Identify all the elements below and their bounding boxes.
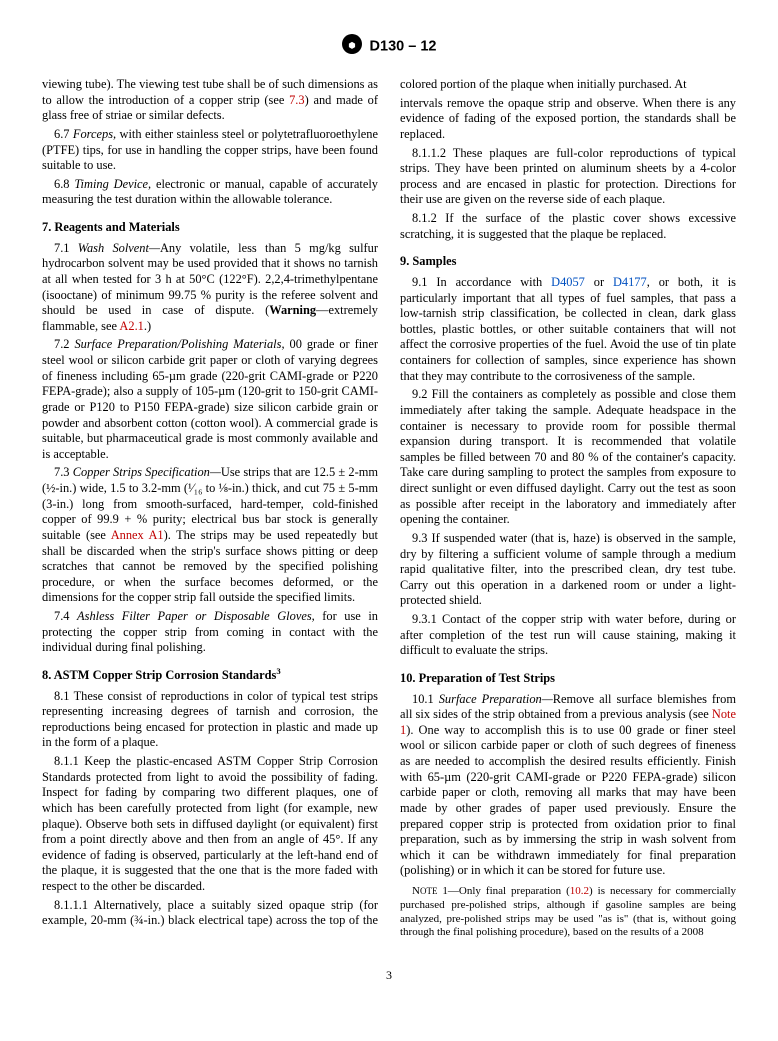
page-header: ⬢ D130 – 12 bbox=[42, 34, 736, 59]
document-page: ⬢ D130 – 12 viewing tube). The viewing t… bbox=[0, 0, 778, 1011]
para-8.1.1.1-b: intervals remove the opaque strip and ob… bbox=[400, 96, 736, 143]
para-8.1.1.2: 8.1.1.2 These plaques are full-color rep… bbox=[400, 146, 736, 209]
para-6.6-continued: viewing tube). The viewing test tube sha… bbox=[42, 77, 378, 124]
para-10.1: 10.1 Surface Preparation—Remove all surf… bbox=[400, 692, 736, 880]
para-7.3: 7.3 Copper Strips Specification—Use stri… bbox=[42, 465, 378, 606]
ref-10.2: 10.2 bbox=[570, 885, 589, 897]
page-number: 3 bbox=[42, 968, 736, 983]
ref-a2.1: A2.1 bbox=[119, 319, 143, 333]
para-8.1.1: 8.1.1 Keep the plastic-encased ASTM Copp… bbox=[42, 754, 378, 895]
section-10-head: 10. Preparation of Test Strips bbox=[400, 671, 736, 687]
para-7.1: 7.1 Wash Solvent—Any volatile, less than… bbox=[42, 241, 378, 335]
ref-annex-a1: Annex A1 bbox=[111, 528, 164, 542]
section-7-head: 7. Reagents and Materials bbox=[42, 220, 378, 236]
note-1: NOTE 1—Only final preparation (10.2) is … bbox=[400, 885, 736, 940]
section-8-head: 8. ASTM Copper Strip Corrosion Standards… bbox=[42, 668, 378, 684]
svg-text:⬢: ⬢ bbox=[348, 41, 355, 50]
para-9.2: 9.2 Fill the containers as completely as… bbox=[400, 387, 736, 528]
section-9-head: 9. Samples bbox=[400, 254, 736, 270]
ref-7.3: 7.3 bbox=[289, 93, 305, 107]
para-6.8: 6.8 Timing Device, electronic or manual,… bbox=[42, 177, 378, 208]
para-9.1: 9.1 In accordance with D4057 or D4177, o… bbox=[400, 275, 736, 384]
para-7.2: 7.2 Surface Preparation/Polishing Materi… bbox=[42, 337, 378, 462]
body-columns: viewing tube). The viewing test tube sha… bbox=[42, 77, 736, 940]
para-9.3.1: 9.3.1 Contact of the copper strip with w… bbox=[400, 612, 736, 659]
designation-label: D130 – 12 bbox=[370, 39, 437, 55]
para-8.1.2: 8.1.2 If the surface of the plastic cove… bbox=[400, 211, 736, 242]
para-8.1: 8.1 These consist of reproductions in co… bbox=[42, 689, 378, 752]
para-9.3: 9.3 If suspended water (that is, haze) i… bbox=[400, 531, 736, 609]
para-6.7: 6.7 Forceps, with either stainless steel… bbox=[42, 127, 378, 174]
footnote-3-mark: 3 bbox=[276, 666, 280, 676]
astm-logo: ⬢ bbox=[342, 34, 362, 59]
ref-d4177: D4177 bbox=[613, 275, 647, 289]
para-7.4: 7.4 Ashless Filter Paper or Disposable G… bbox=[42, 609, 378, 656]
ref-d4057: D4057 bbox=[551, 275, 585, 289]
